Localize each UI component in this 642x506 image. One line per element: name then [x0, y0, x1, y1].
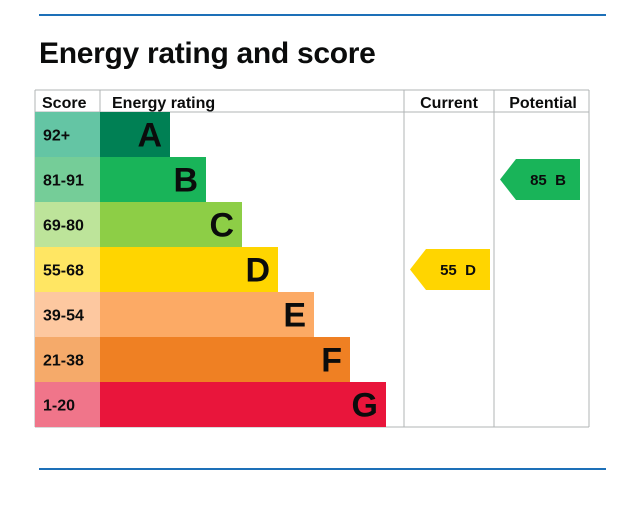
score-range-cell-e — [35, 292, 100, 337]
top-rule — [39, 14, 606, 16]
score-range-cell-b — [35, 157, 100, 202]
score-range-cell-f — [35, 337, 100, 382]
rating-bar-f — [100, 337, 350, 382]
current-rating-arrow — [410, 249, 490, 290]
rating-bar-e — [100, 292, 314, 337]
score-range-label-f: 21-38 — [43, 353, 84, 370]
rating-letter-f: F — [321, 342, 342, 380]
score-range-cell-d — [35, 247, 100, 292]
rating-markers: 55 D 85 B — [410, 159, 580, 290]
rating-letter-c: C — [209, 207, 234, 245]
header-current: Current — [420, 95, 478, 112]
rating-bar-b — [100, 157, 206, 202]
score-range-cell-a — [35, 112, 100, 157]
bottom-rule — [39, 468, 606, 470]
rating-letter-b: B — [173, 162, 198, 200]
score-range-label-c: 69-80 — [43, 218, 84, 235]
page-title: Energy rating and score — [39, 37, 376, 70]
rating-bar-g — [100, 382, 386, 427]
header-energy-rating: Energy rating — [112, 95, 215, 112]
current-rating-label: 55 D — [440, 262, 476, 279]
score-range-label-e: 39-54 — [43, 308, 84, 325]
rating-letter-g: G — [352, 387, 378, 425]
score-range-cell-g — [35, 382, 100, 427]
rating-bar-a — [100, 112, 170, 157]
score-range-label-a: 92+ — [43, 128, 70, 145]
score-range-label-d: 55-68 — [43, 263, 84, 280]
header-potential: Potential — [509, 95, 577, 112]
rating-letter-a: A — [137, 117, 162, 155]
rating-bar-c — [100, 202, 242, 247]
rating-letter-e: E — [283, 297, 306, 335]
rating-letter-d: D — [245, 252, 270, 290]
rating-bands: 92+ A 81-91 B 69-80 C 55-68 D 39-54 E 21-38 F 1-20 G — [35, 112, 386, 427]
score-range-label-b: 81-91 — [43, 173, 84, 190]
potential-rating-label: 85 B — [530, 172, 566, 189]
rating-bar-d — [100, 247, 278, 292]
header-score: Score — [42, 95, 87, 112]
score-range-cell-c — [35, 202, 100, 247]
score-range-label-g: 1-20 — [43, 398, 75, 415]
potential-rating-arrow — [500, 159, 580, 200]
